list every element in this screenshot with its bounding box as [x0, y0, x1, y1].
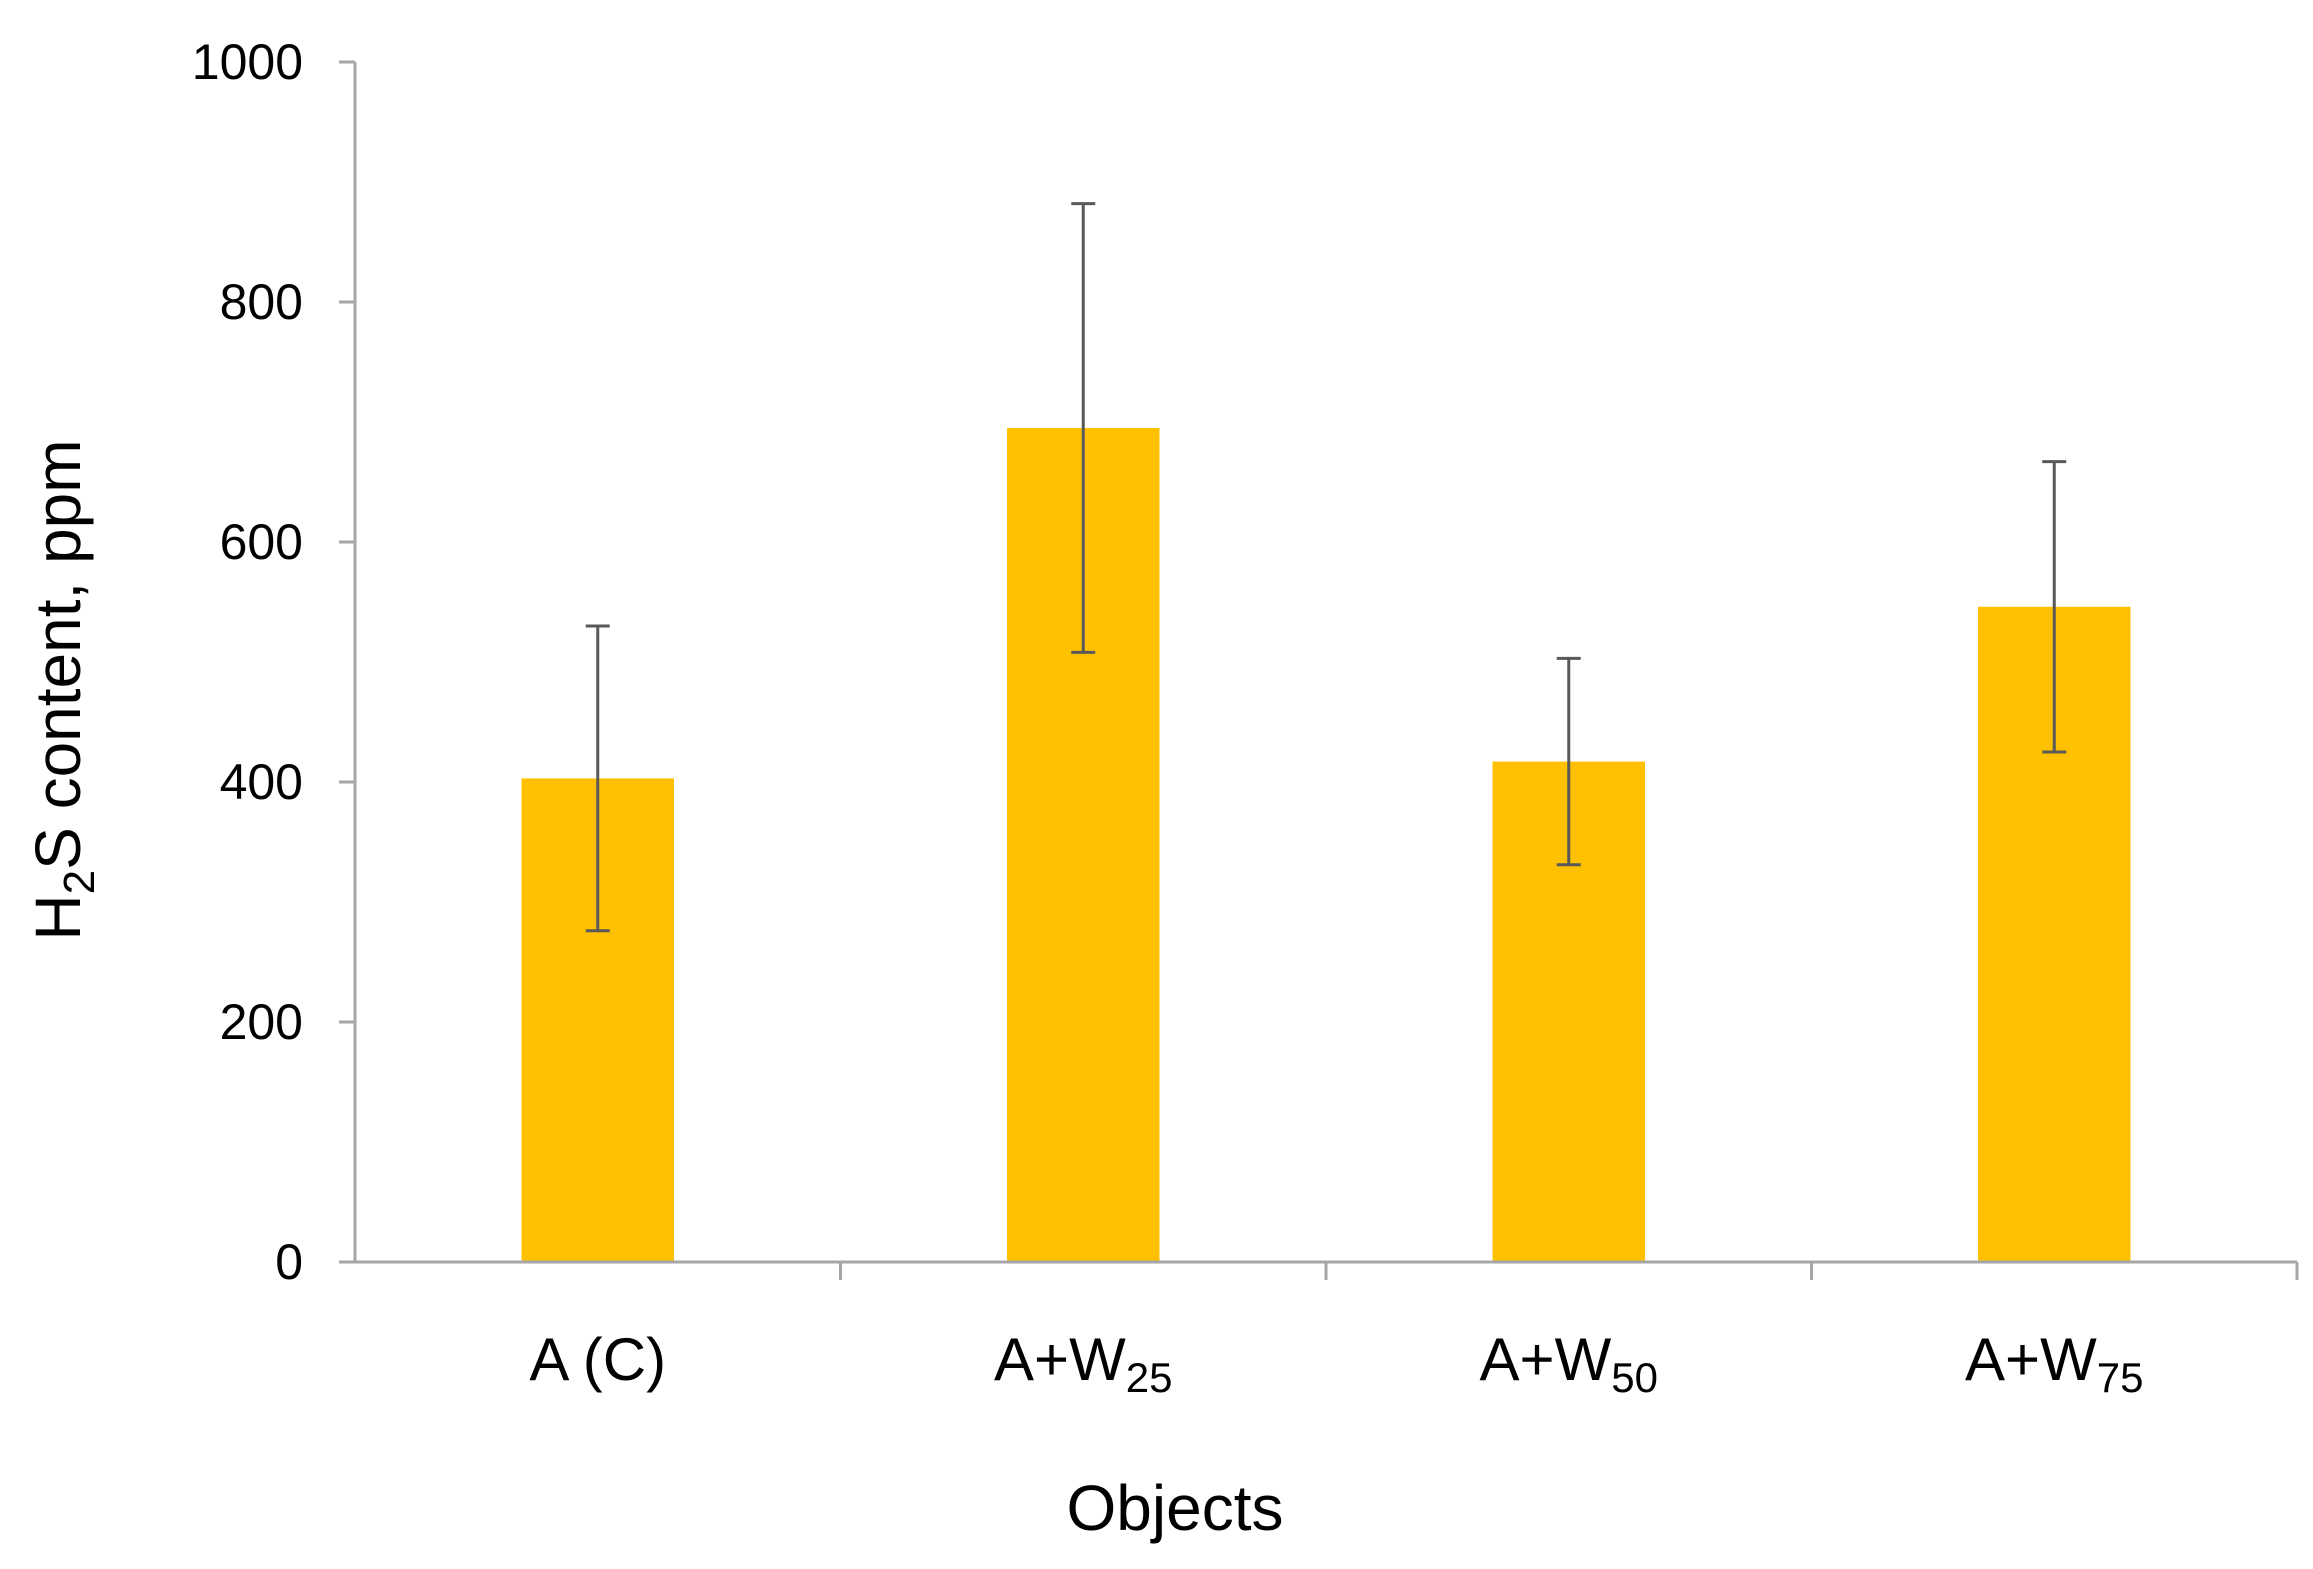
x-tick-label: A+W75	[1965, 1326, 2143, 1401]
x-axis-labels: A (C) A+W25 A+W50 A+W75	[529, 1326, 2143, 1401]
error-bar	[2042, 460, 2067, 754]
error-bar	[1071, 202, 1096, 654]
error-bar	[585, 624, 610, 933]
x-tick-label-text: A (C)	[529, 1326, 666, 1393]
x-axis-title: Objects	[1067, 1472, 1284, 1544]
y-tick-label: 800	[220, 274, 303, 330]
axes	[353, 62, 2299, 1280]
y-tick-label: 200	[220, 994, 303, 1050]
y-axis-ticks: 0 200 400 600 800 1000	[192, 34, 355, 1290]
y-axis-title-subscript: 2	[55, 870, 104, 894]
y-axis-title-prefix: H	[22, 894, 94, 940]
x-tick-label-subscript: 75	[2097, 1354, 2144, 1401]
error-bar	[1556, 656, 1581, 867]
x-tick-label: A (C)	[529, 1326, 666, 1393]
x-tick-label: A+W25	[994, 1326, 1172, 1401]
x-tick-label-text: A+W	[1480, 1326, 1612, 1393]
error-bars	[585, 202, 2067, 933]
bars	[521, 428, 2131, 1262]
y-tick-label: 600	[220, 514, 303, 570]
x-tick-label: A+W50	[1480, 1326, 1658, 1401]
x-tick-label-text: A+W	[1965, 1326, 2097, 1393]
y-axis-title-suffix: S content, ppm	[22, 439, 94, 869]
y-axis-title: H2S content, ppm	[22, 439, 104, 940]
x-tick-label-text: A+W	[994, 1326, 1126, 1393]
x-tick-label-subscript: 25	[1126, 1354, 1173, 1401]
x-tick-label-subscript: 50	[1611, 1354, 1658, 1401]
y-tick-label: 0	[275, 1234, 303, 1290]
y-tick-label: 400	[220, 754, 303, 810]
y-tick-label: 1000	[192, 34, 303, 90]
